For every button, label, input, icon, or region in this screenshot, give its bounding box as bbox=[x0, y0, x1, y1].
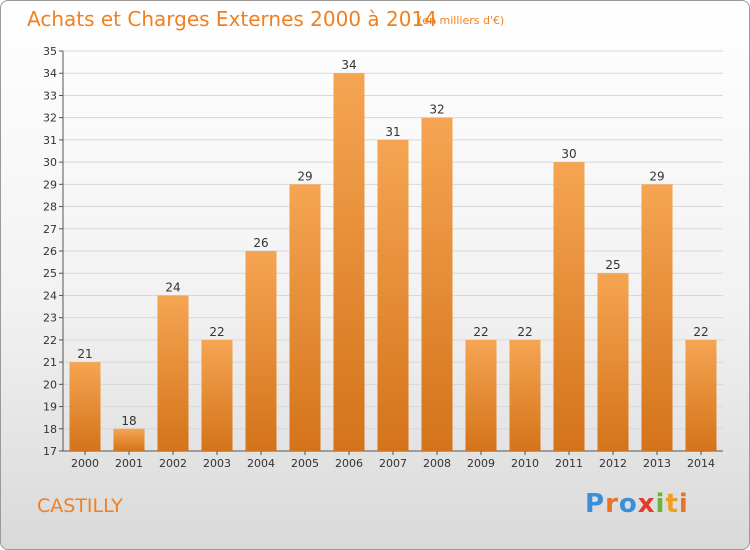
bar-2009 bbox=[465, 339, 497, 451]
bar-2004 bbox=[245, 251, 277, 451]
data-label-2013: 29 bbox=[649, 169, 664, 183]
data-label-2003: 22 bbox=[209, 325, 224, 339]
chart-title: Achats et Charges Externes 2000 à 2014 bbox=[27, 7, 437, 31]
y-tick-label: 25 bbox=[43, 267, 57, 280]
x-tick-label-2006: 2006 bbox=[335, 457, 363, 470]
data-label-2004: 26 bbox=[253, 236, 268, 250]
logo-letter: o bbox=[618, 489, 638, 519]
bar-2006 bbox=[333, 73, 365, 451]
data-label-2011: 30 bbox=[561, 147, 576, 161]
x-axis-ticks: 2000 2001 2002 2003 2004 2005 2006 2007 2008 2009… bbox=[71, 451, 715, 470]
x-tick-label-2000: 2000 bbox=[71, 457, 99, 470]
bar-2003 bbox=[201, 339, 233, 451]
y-tick-label: 28 bbox=[43, 201, 57, 214]
x-tick-label-2007: 2007 bbox=[379, 457, 407, 470]
y-tick-label: 35 bbox=[43, 45, 57, 58]
data-label-2008: 32 bbox=[429, 103, 444, 117]
bars bbox=[69, 73, 717, 452]
x-tick-label-2012: 2012 bbox=[599, 457, 627, 470]
bar-2001 bbox=[113, 428, 145, 451]
y-tick-label: 29 bbox=[43, 178, 57, 191]
y-tick-label: 24 bbox=[43, 289, 57, 302]
bar-2008 bbox=[421, 117, 453, 452]
x-tick-label-2008: 2008 bbox=[423, 457, 451, 470]
bar-2010 bbox=[509, 339, 541, 451]
proxiti-logo: Proxiti bbox=[585, 489, 689, 519]
bar-2007 bbox=[377, 139, 409, 451]
x-tick-label-2014: 2014 bbox=[687, 457, 715, 470]
city-name: CASTILLY bbox=[37, 495, 123, 517]
x-tick-label-2011: 2011 bbox=[555, 457, 583, 470]
y-tick-label: 17 bbox=[43, 445, 57, 458]
logo-letter: r bbox=[605, 489, 619, 519]
x-tick-label-2009: 2009 bbox=[467, 457, 495, 470]
y-tick-label: 19 bbox=[43, 401, 57, 414]
data-label-2006: 34 bbox=[341, 58, 356, 72]
y-tick-label: 27 bbox=[43, 223, 57, 236]
x-tick-label-2002: 2002 bbox=[159, 457, 187, 470]
y-axis-ticks: 17 18 19 20 21 22 23 24 25 26 27 28 29 30 31 32 33 34 35 bbox=[43, 45, 63, 458]
x-tick-label-2001: 2001 bbox=[115, 457, 143, 470]
bar-2013 bbox=[641, 184, 673, 452]
bar-2014 bbox=[685, 339, 717, 451]
y-tick-label: 26 bbox=[43, 245, 57, 258]
y-tick-label: 18 bbox=[43, 423, 57, 436]
y-tick-label: 31 bbox=[43, 134, 57, 147]
data-label-2009: 22 bbox=[473, 325, 488, 339]
data-label-2012: 25 bbox=[605, 258, 620, 272]
chart-subtitle: (en milliers d'€) bbox=[418, 14, 505, 27]
x-tick-label-2013: 2013 bbox=[643, 457, 671, 470]
x-tick-label-2004: 2004 bbox=[247, 457, 275, 470]
data-labels: 21 18 24 22 26 29 34 31 32 22 22 30 25 29 22 bbox=[77, 58, 708, 428]
y-tick-label: 33 bbox=[43, 89, 57, 102]
y-tick-label: 23 bbox=[43, 312, 57, 325]
bar-2000 bbox=[69, 362, 101, 451]
data-label-2002: 24 bbox=[165, 280, 180, 294]
data-label-2014: 22 bbox=[693, 325, 708, 339]
y-tick-label: 20 bbox=[43, 378, 57, 391]
logo-letter: t bbox=[665, 489, 679, 519]
logo-letter: x bbox=[637, 489, 656, 519]
x-tick-label-2003: 2003 bbox=[203, 457, 231, 470]
x-tick-label-2005: 2005 bbox=[291, 457, 319, 470]
bar-2002 bbox=[157, 295, 189, 451]
data-label-2005: 29 bbox=[297, 169, 312, 183]
logo-letter: i bbox=[655, 489, 666, 519]
data-label-2001: 18 bbox=[121, 414, 136, 428]
data-label-2007: 31 bbox=[385, 125, 400, 139]
logo-letter: i bbox=[678, 489, 689, 519]
bar-2012 bbox=[597, 273, 629, 451]
data-label-2000: 21 bbox=[77, 347, 92, 361]
data-label-2010: 22 bbox=[517, 325, 532, 339]
y-tick-label: 22 bbox=[43, 334, 57, 347]
y-tick-label: 30 bbox=[43, 156, 57, 169]
y-tick-label: 32 bbox=[43, 112, 57, 125]
logo-letter: P bbox=[585, 489, 606, 519]
bar-2005 bbox=[289, 184, 321, 452]
bar-2011 bbox=[553, 162, 585, 451]
x-tick-label-2010: 2010 bbox=[511, 457, 539, 470]
y-tick-label: 34 bbox=[43, 67, 57, 80]
y-tick-label: 21 bbox=[43, 356, 57, 369]
